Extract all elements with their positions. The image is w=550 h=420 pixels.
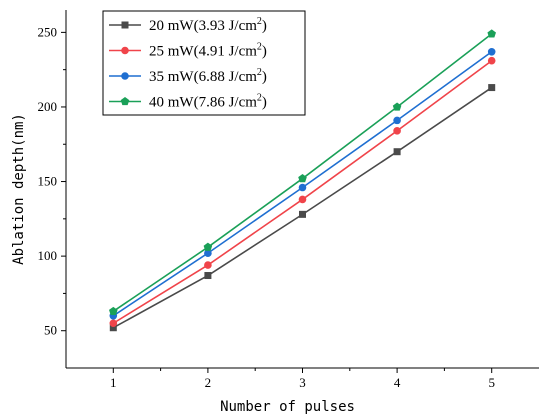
- y-ticks: 50 100 150 200 250: [38, 24, 66, 338]
- data-point: [109, 319, 118, 328]
- series-layer: [109, 29, 496, 332]
- data-point: [203, 242, 213, 251]
- data-point: [393, 116, 401, 125]
- data-point: [298, 174, 307, 183]
- data-point: [204, 261, 212, 269]
- y-tick-label: 150: [38, 174, 58, 189]
- x-tick-label: 4: [394, 375, 401, 390]
- data-point: [393, 127, 401, 135]
- x-tick-label: 3: [299, 375, 306, 390]
- data-point: [299, 210, 306, 218]
- data-point: [109, 306, 118, 315]
- x-axis-title: Number of pulses: [220, 399, 355, 415]
- series-4: [109, 29, 496, 315]
- y-tick-label: 250: [38, 24, 58, 39]
- legend: 20 mW(3.93 J/cm2) 25 mW(4.91 J/cm2) 35 mW(…: [102, 10, 306, 116]
- data-point: [487, 56, 496, 65]
- series-line: [112, 86, 493, 329]
- series-1: [109, 84, 496, 332]
- data-point: [204, 249, 212, 257]
- y-tick-label: 50: [44, 323, 57, 338]
- data-point: [298, 195, 307, 204]
- legend-label: 20 mW(3.93 J/cm2): [149, 16, 267, 34]
- y-tick-label: 100: [38, 248, 58, 263]
- legend-item: 25 mW(4.91 J/cm2): [109, 42, 267, 60]
- legend-item: 40 mW(7.86 J/cm2): [109, 93, 267, 111]
- data-point: [392, 102, 402, 111]
- legend-marker: [120, 97, 130, 106]
- data-point: [298, 183, 307, 192]
- data-point: [487, 47, 496, 56]
- legend-marker: [121, 72, 129, 80]
- legend-item: 35 mW(6.88 J/cm2): [109, 67, 267, 85]
- legend-label: 35 mW(6.88 J/cm2): [149, 67, 267, 85]
- legend-marker: [121, 46, 129, 55]
- legend-marker: [121, 21, 129, 29]
- legend-label: 40 mW(7.86 J/cm2): [149, 93, 267, 111]
- data-point: [487, 29, 496, 38]
- legend-box: [102, 10, 306, 116]
- series-2: [109, 56, 496, 328]
- legend-item: 20 mW(3.93 J/cm2): [109, 16, 267, 34]
- data-point: [109, 324, 117, 332]
- y-axis-title: Ablation depth(nm): [11, 113, 27, 265]
- data-point: [393, 148, 401, 156]
- x-tick-label: 2: [205, 375, 212, 390]
- x-tick-label: 1: [110, 375, 117, 390]
- x-ticks: 1 2 3 4 5: [110, 368, 495, 390]
- data-point: [204, 272, 212, 280]
- data-point: [488, 84, 496, 92]
- legend-label: 25 mW(4.91 J/cm2): [149, 42, 267, 60]
- x-tick-label: 5: [488, 375, 495, 390]
- y-tick-label: 200: [38, 99, 58, 114]
